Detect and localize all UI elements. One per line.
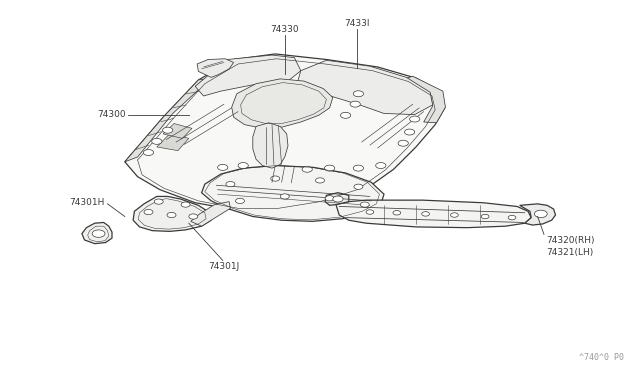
Circle shape bbox=[353, 165, 364, 171]
Circle shape bbox=[354, 184, 363, 189]
Polygon shape bbox=[157, 134, 189, 151]
Polygon shape bbox=[402, 76, 445, 123]
Circle shape bbox=[143, 150, 154, 155]
Circle shape bbox=[404, 129, 415, 135]
Circle shape bbox=[333, 196, 343, 202]
Circle shape bbox=[167, 212, 176, 218]
Circle shape bbox=[154, 199, 163, 204]
Circle shape bbox=[218, 164, 228, 170]
Circle shape bbox=[324, 165, 335, 171]
Circle shape bbox=[481, 214, 489, 219]
Circle shape bbox=[422, 212, 429, 216]
Circle shape bbox=[316, 178, 324, 183]
Circle shape bbox=[189, 214, 198, 219]
Circle shape bbox=[152, 138, 162, 144]
Circle shape bbox=[280, 194, 289, 199]
Circle shape bbox=[236, 198, 244, 203]
Circle shape bbox=[393, 211, 401, 215]
Circle shape bbox=[302, 166, 312, 172]
Polygon shape bbox=[336, 200, 531, 228]
Text: 74301H: 74301H bbox=[70, 198, 105, 207]
Circle shape bbox=[508, 215, 516, 220]
Text: ^740^0 P0: ^740^0 P0 bbox=[579, 353, 624, 362]
Circle shape bbox=[226, 182, 235, 187]
Circle shape bbox=[398, 140, 408, 146]
Circle shape bbox=[340, 112, 351, 118]
Text: 74300: 74300 bbox=[97, 110, 125, 119]
Polygon shape bbox=[296, 60, 433, 115]
Circle shape bbox=[376, 163, 386, 169]
Circle shape bbox=[92, 230, 105, 237]
Polygon shape bbox=[520, 204, 556, 225]
Circle shape bbox=[451, 213, 458, 217]
Polygon shape bbox=[195, 55, 301, 96]
Polygon shape bbox=[197, 59, 234, 77]
Polygon shape bbox=[325, 193, 349, 205]
Circle shape bbox=[181, 202, 190, 207]
Circle shape bbox=[163, 127, 173, 133]
Text: 74320(RH)
74321(LH): 74320(RH) 74321(LH) bbox=[547, 236, 595, 257]
Polygon shape bbox=[163, 124, 192, 138]
Polygon shape bbox=[125, 78, 211, 162]
Polygon shape bbox=[232, 79, 333, 128]
Circle shape bbox=[238, 163, 248, 169]
Circle shape bbox=[534, 210, 547, 218]
Circle shape bbox=[360, 202, 369, 207]
Polygon shape bbox=[125, 54, 445, 210]
Circle shape bbox=[144, 209, 153, 215]
Polygon shape bbox=[202, 166, 384, 221]
Text: 74330: 74330 bbox=[271, 25, 299, 34]
Circle shape bbox=[353, 91, 364, 97]
Circle shape bbox=[350, 101, 360, 107]
Circle shape bbox=[410, 116, 420, 122]
Polygon shape bbox=[133, 196, 211, 231]
Circle shape bbox=[325, 196, 334, 201]
Polygon shape bbox=[253, 123, 288, 168]
Circle shape bbox=[271, 176, 280, 181]
Circle shape bbox=[366, 210, 374, 214]
Text: 7433I: 7433I bbox=[344, 19, 370, 28]
Polygon shape bbox=[82, 222, 112, 244]
Text: 74301J: 74301J bbox=[209, 262, 239, 271]
Polygon shape bbox=[191, 202, 230, 226]
